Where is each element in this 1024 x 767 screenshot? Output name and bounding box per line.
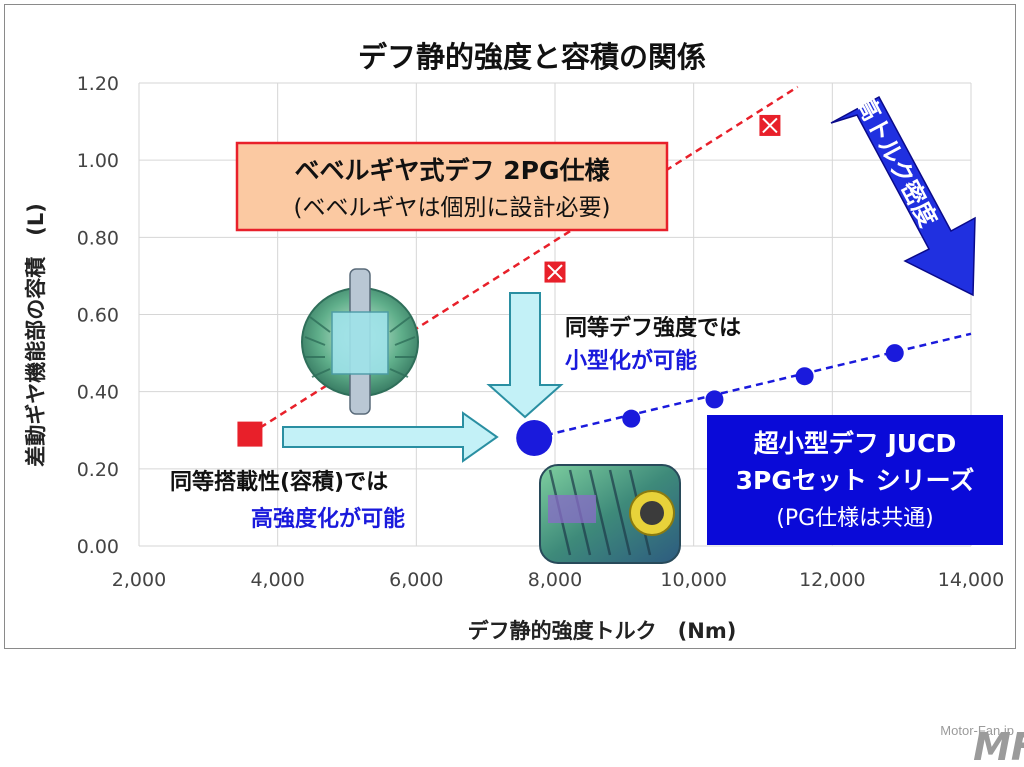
x-tick-label: 12,000 [799,569,865,591]
x-axis-ticks: 2,000 4,000 6,000 8,000 10,000 12,000 14,000 [112,569,1004,591]
svg-text:MF: MF [973,727,1024,767]
chart-title: デフ静的強度と容積の関係 [358,40,706,74]
down-arrow [486,292,564,419]
y-tick-label: 0.60 [77,305,119,327]
x-tick-label: 6,000 [389,569,443,591]
density-arrow-label: 高トルク密度 [850,91,943,232]
watermark: MF Motor-Fan.jp [940,723,1024,767]
y-tick-label: 0.20 [77,459,119,481]
data-point-cross [762,117,778,134]
data-point-circle [622,409,641,428]
data-point-cross [547,264,563,280]
right-arrow [282,411,499,463]
data-point-square [237,421,263,447]
same-strength-line1: 同等デフ強度では [565,315,741,341]
x-axis-label: デフ静的強度トルク (Nm) [468,619,737,643]
y-tick-label: 0.40 [77,382,119,404]
jucd-box-line1: 超小型デフ JUCD [754,429,956,458]
jucd-box [707,415,1003,545]
data-point-circle [885,344,904,363]
y-tick-label: 0.00 [77,536,119,558]
x-tick-label: 10,000 [660,569,726,591]
x-tick-label: 2,000 [112,569,166,591]
mf-logo: MF [973,727,1024,767]
x-tick-label: 14,000 [938,569,1004,591]
y-tick-label: 0.80 [77,227,119,249]
data-point-circle [795,367,814,386]
helical-gear-image [539,464,681,564]
jucd-box-line3: (PG仕様は共通) [776,506,933,531]
y-tick-label: 1.20 [77,73,119,95]
y-tick-label: 1.00 [77,150,119,172]
data-point-circle [516,419,553,456]
density-arrow: 高トルク密度 [830,91,976,297]
bevel-box [235,141,669,232]
x-tick-label: 8,000 [528,569,582,591]
x-tick-label: 4,000 [250,569,304,591]
same-strength-line2: 小型化が可能 [565,348,697,374]
series-layer [237,85,972,456]
y-axis-label: 差動ギヤ機能部の容積 (L) [24,203,48,467]
chart-canvas: デフ静的強度と容積の関係 2,000 4,000 6,000 8,000 10,000 1… [24,40,1004,643]
same-volume-line2: 高強度化が可能 [251,506,405,532]
jucd-box-line2: 3PGセット シリーズ [736,466,975,495]
y-axis-ticks: 0.00 0.20 0.40 0.60 0.80 1.00 1.20 [77,73,119,558]
watermark-site: Motor-Fan.jp [940,723,1014,738]
same-volume-line1: 同等搭載性(容積)では [170,469,388,495]
chart-frame: デフ静的強度と容積の関係 2,000 4,000 6,000 8,000 10,000 1… [4,4,1016,649]
data-point-circle [705,390,724,409]
bevel-gear-image [301,268,419,415]
bevel-box-line1: ベベルギヤ式デフ 2PG仕様 [295,156,611,185]
bevel-box-line2: (ベベルギヤは個別に設計必要) [294,195,611,221]
